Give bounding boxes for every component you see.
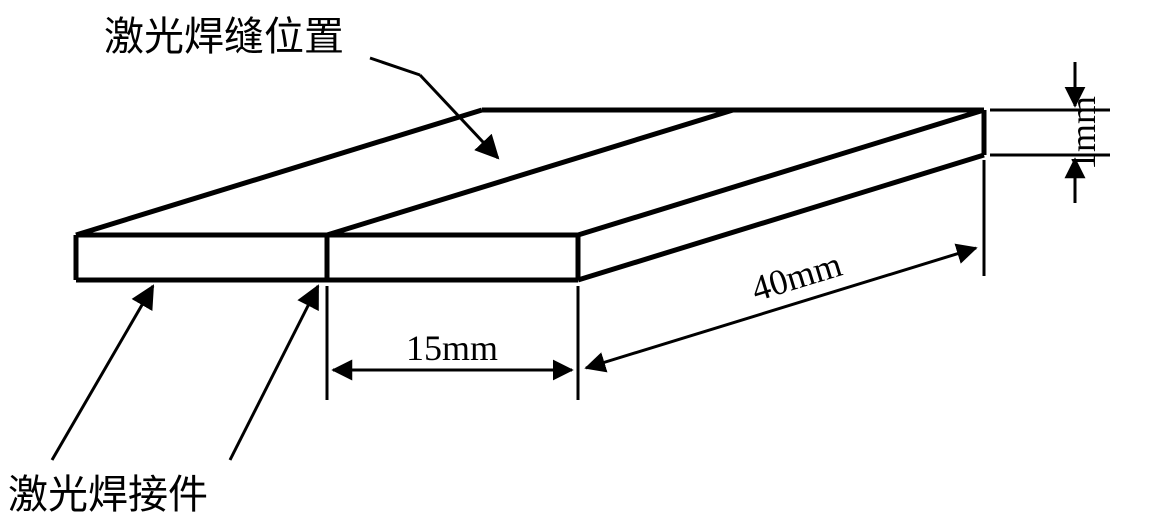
weld-seam-line [327,110,733,280]
label-weld-piece: 激光焊接件 [8,472,208,517]
label-dim-40mm: 40mm [747,244,847,309]
label-dim-15mm: 15mm [406,328,498,368]
callout-weld-piece: 激光焊接件 [8,286,318,517]
slab-outline [76,110,984,280]
dim-width-15: 15mm [327,286,578,400]
label-weld-seam-position: 激光焊缝位置 [104,14,344,59]
callout-weld-seam: 激光焊缝位置 [104,14,498,158]
label-dim-thickness: 1mm [1063,96,1103,170]
weld-diagram: 激光焊缝位置 激光焊接件 1mm 15mm 40mm [0,0,1150,528]
dim-thickness: 1mm [990,62,1110,203]
dim-depth-40: 40mm [586,160,984,368]
